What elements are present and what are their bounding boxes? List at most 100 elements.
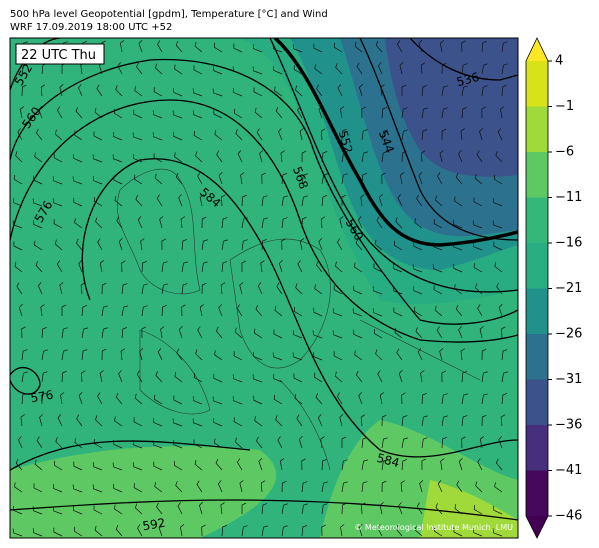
wind-barb <box>414 306 423 317</box>
map-subtitle: WRF 17.09.2019 18:00 UTC +52 <box>10 22 172 33</box>
colorbar-tick-label: −21 <box>555 281 582 296</box>
wind-barb <box>234 327 243 339</box>
wind-barb <box>112 462 123 471</box>
wind-barb <box>378 62 383 75</box>
wind-barb <box>256 436 263 449</box>
wind-barb <box>261 195 268 207</box>
wind-barb <box>356 62 363 75</box>
wind-barb <box>220 502 225 515</box>
wind-barb <box>400 480 406 493</box>
wind-barb <box>393 307 403 317</box>
wind-barb <box>75 106 83 119</box>
wind-barb <box>380 84 385 97</box>
wind-barb <box>75 238 83 251</box>
wind-barb <box>133 109 143 119</box>
wind-barb <box>13 174 23 185</box>
wind-barb <box>113 439 123 449</box>
wind-barb <box>121 260 126 273</box>
contour-label-group: 552 <box>336 129 355 155</box>
wind-barb <box>36 436 43 449</box>
wind-barb <box>218 172 223 185</box>
colorbar-tick-label: −6 <box>555 145 574 160</box>
wind-barb <box>221 194 226 207</box>
wind-barb <box>441 85 448 97</box>
wind-barb <box>420 370 425 383</box>
wind-barb <box>134 174 143 185</box>
wind-barb <box>120 348 125 361</box>
wind-barb <box>500 106 505 119</box>
wind-barb <box>355 370 363 383</box>
wind-barb <box>136 62 143 75</box>
wind-barb <box>501 41 508 53</box>
wind-barb <box>177 502 183 515</box>
wind-barb <box>172 110 183 119</box>
wind-barb <box>361 481 368 493</box>
wind-barb <box>37 282 43 295</box>
wind-barb <box>52 198 63 207</box>
wind-barb <box>417 348 423 361</box>
wind-barb <box>359 84 363 97</box>
wind-barb <box>414 218 423 229</box>
wind-barb <box>133 483 143 493</box>
wind-barb <box>473 263 483 273</box>
wind-barb <box>473 504 483 515</box>
wind-barb <box>395 217 403 229</box>
wind-barb <box>339 216 344 229</box>
wind-barb <box>180 524 185 537</box>
wind-barb <box>293 373 303 383</box>
wind-barb <box>97 238 103 251</box>
wind-barb <box>401 129 408 141</box>
wind-barb <box>117 62 123 75</box>
wind-barb <box>477 304 483 317</box>
wind-barb <box>439 40 445 53</box>
wind-barb <box>15 151 23 163</box>
wind-barb <box>201 282 207 295</box>
wind-barb <box>294 393 303 405</box>
wind-barb <box>239 480 244 493</box>
contour-label: 576 <box>29 388 54 406</box>
wind-barb <box>313 307 323 317</box>
wind-barb <box>240 172 245 185</box>
wind-barb <box>93 505 103 515</box>
wind-barb <box>59 84 64 97</box>
wind-barb <box>94 525 103 537</box>
wind-barb <box>201 524 206 537</box>
wind-barb <box>454 503 463 515</box>
contour-line <box>10 58 518 325</box>
temperature-field <box>420 480 518 538</box>
wind-barb <box>135 195 143 207</box>
wind-barb <box>299 238 305 251</box>
wind-barb <box>32 528 43 537</box>
wind-barb <box>152 440 163 449</box>
contour-label-group: 592 <box>141 516 166 534</box>
wind-barb <box>401 459 408 471</box>
wind-barb <box>115 524 123 537</box>
wind-barb <box>341 173 348 185</box>
wind-barb <box>354 350 363 361</box>
wind-barb <box>401 392 406 405</box>
wind-barb <box>194 459 203 471</box>
wind-barb <box>334 371 343 383</box>
wind-barb <box>213 66 223 75</box>
wind-barb <box>361 151 368 163</box>
wind-barb <box>154 173 163 185</box>
wind-barb <box>41 326 47 339</box>
wind-barb <box>112 132 123 141</box>
wind-barb <box>439 150 444 163</box>
wind-barb <box>355 238 363 251</box>
wind-barb <box>193 131 203 141</box>
wind-barb <box>400 172 405 185</box>
wind-barb <box>155 371 163 383</box>
wind-barb <box>181 304 186 317</box>
wind-barb <box>221 525 227 537</box>
wind-barb <box>195 151 203 163</box>
wind-barb <box>132 132 143 141</box>
wind-barb <box>253 87 263 97</box>
wind-barb <box>458 458 463 471</box>
wind-barb <box>279 458 285 471</box>
wind-barb <box>173 87 183 97</box>
wind-barb <box>232 66 243 75</box>
wind-barb <box>17 128 23 141</box>
wind-barb <box>73 506 83 515</box>
wind-barb <box>461 63 468 75</box>
